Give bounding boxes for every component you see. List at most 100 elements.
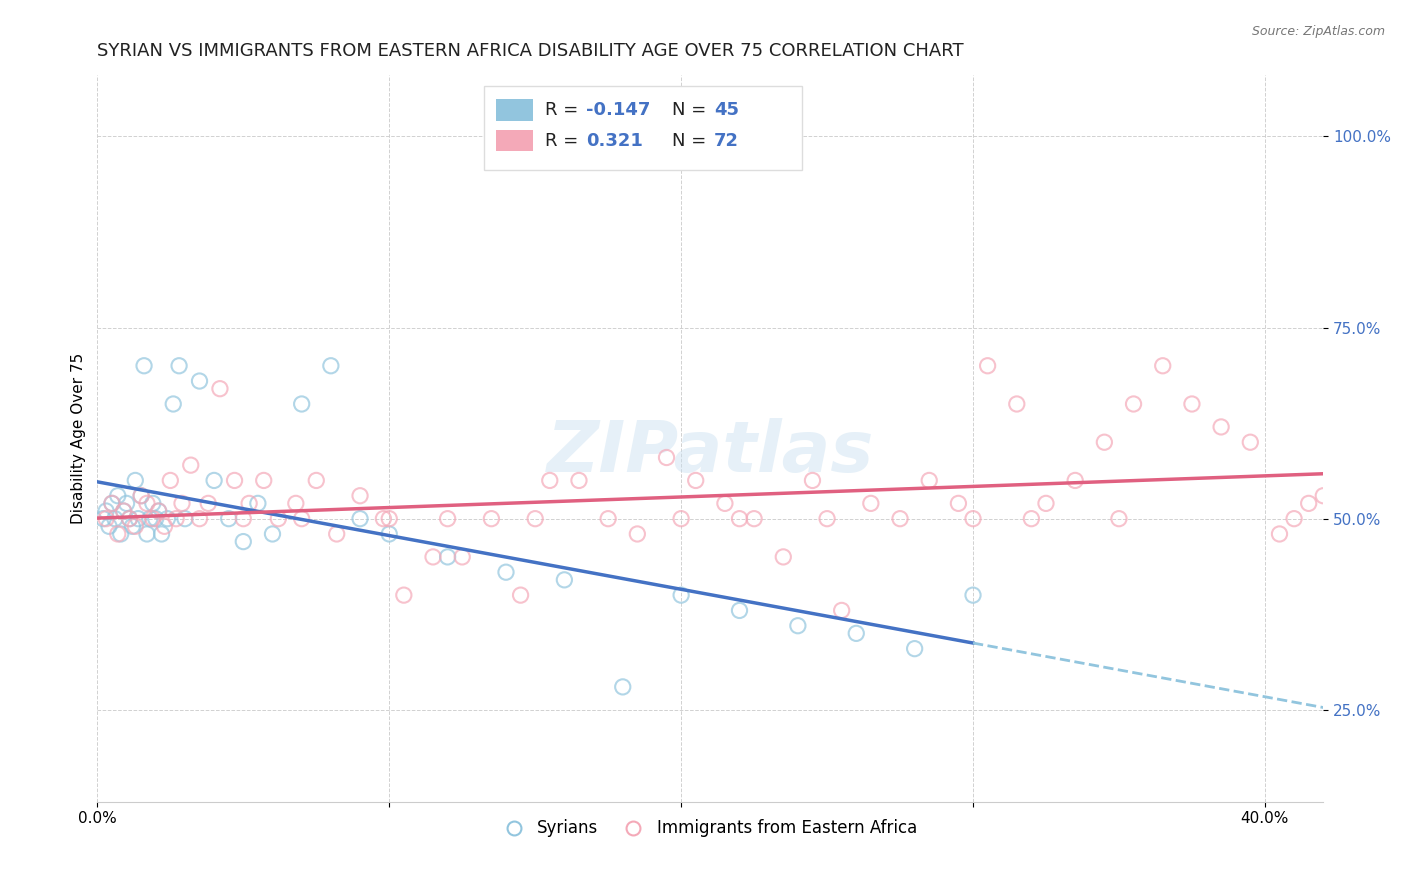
Point [904,641,927,656]
Text: N =: N = [672,132,713,150]
Text: 0.321: 0.321 [586,132,644,150]
Point [451,549,474,564]
Point [291,397,314,411]
Point [232,511,254,525]
Point [1122,397,1144,411]
Text: N =: N = [672,101,713,119]
Point [284,496,307,510]
Point [253,474,276,488]
Point [436,511,458,525]
Point [224,474,246,488]
Point [859,496,882,510]
Point [349,511,371,525]
Text: R =: R = [544,101,583,119]
Point [1181,397,1204,411]
Text: -0.147: -0.147 [586,101,651,119]
Point [1282,511,1305,525]
Point [349,489,371,503]
Point [148,504,170,518]
Point [655,450,678,465]
Point [197,496,219,510]
Point [325,527,347,541]
Point [568,474,591,488]
Point [129,489,152,503]
FancyBboxPatch shape [496,99,533,121]
Point [1268,527,1291,541]
Text: 45: 45 [714,101,740,119]
Point [121,519,143,533]
Point [124,519,146,533]
Point [378,511,401,525]
Point [305,474,328,488]
Point [291,511,314,525]
Point [246,496,269,510]
Point [232,534,254,549]
Point [422,549,444,564]
Point [118,511,141,525]
Point [136,496,159,510]
Point [481,511,503,525]
Point [889,511,911,525]
Point [202,474,225,488]
Point [685,474,707,488]
Point [98,519,121,533]
Point [1298,496,1320,510]
Point [319,359,342,373]
Point [118,511,141,525]
Point [831,603,853,617]
Point [112,504,135,518]
Point [1211,420,1233,434]
Point [238,496,260,510]
Point [208,382,231,396]
FancyBboxPatch shape [484,87,803,169]
FancyBboxPatch shape [496,129,533,152]
Point [1312,489,1334,503]
Point [148,504,170,518]
Point [845,626,868,640]
Point [1035,496,1057,510]
Point [392,588,415,602]
Point [101,496,124,510]
Point [436,549,458,564]
Point [139,511,162,525]
Point [107,489,129,503]
Point [728,603,751,617]
Point [918,474,941,488]
Point [669,588,692,602]
Point [1108,511,1130,525]
Point [815,511,838,525]
Point [553,573,575,587]
Point [509,588,531,602]
Point [742,511,765,525]
Point [962,511,984,525]
Text: ZIPatlas: ZIPatlas [547,418,875,487]
Point [598,511,620,525]
Point [145,511,167,525]
Point [801,474,824,488]
Point [127,511,149,525]
Point [104,511,127,525]
Point [101,496,124,510]
Text: Source: ZipAtlas.com: Source: ZipAtlas.com [1251,25,1385,38]
Point [772,549,794,564]
Point [948,496,970,510]
Point [180,458,202,472]
Point [94,511,117,525]
Point [94,504,117,518]
Point [626,527,648,541]
Point [1005,397,1028,411]
Point [91,511,114,525]
Point [107,527,129,541]
Point [132,359,155,373]
Point [150,527,173,541]
Point [524,511,547,525]
Point [112,504,135,518]
Point [495,565,517,579]
Point [159,474,181,488]
Point [1092,435,1115,450]
Point [1239,435,1261,450]
Point [714,496,737,510]
Point [267,511,290,525]
Point [218,511,240,525]
Point [188,511,211,525]
